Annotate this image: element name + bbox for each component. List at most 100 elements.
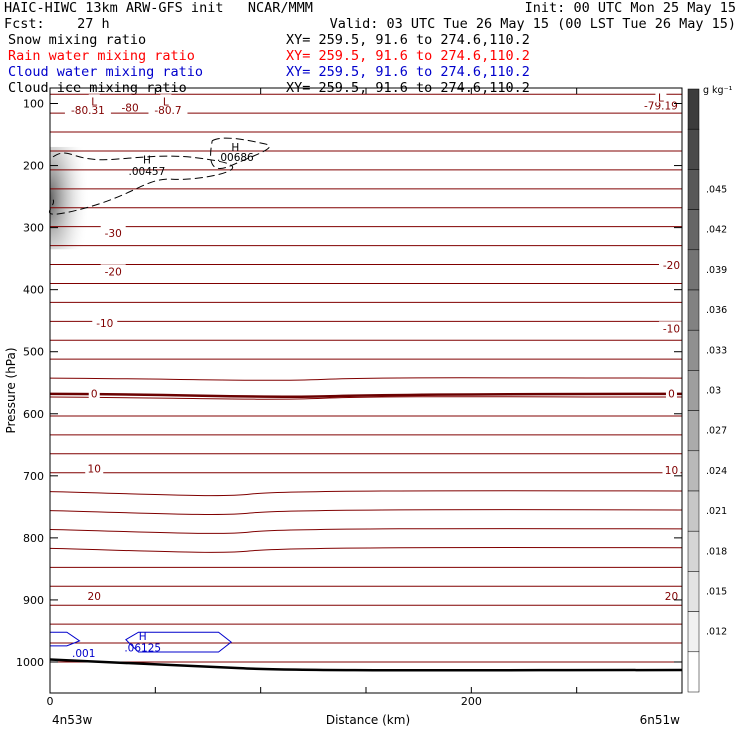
y-tick-label: 700 bbox=[23, 470, 44, 483]
y-tick-label: 1000 bbox=[16, 656, 44, 669]
field-xy-rain: XY= 259.5, 91.6 to 274.6,110.2 bbox=[286, 48, 530, 64]
colorbar-label: .03 bbox=[706, 386, 721, 397]
isotherm-label: -79.19 bbox=[644, 101, 678, 113]
snow-label: H bbox=[231, 142, 239, 154]
header-title: HAIC-HIWC 13km ARW-GFS init NCAR/MMM bbox=[4, 0, 313, 16]
isotherm-line bbox=[49, 377, 683, 381]
isotherm-label-bg bbox=[662, 588, 681, 601]
colorbar-label: .045 bbox=[706, 185, 727, 196]
header-forecast-hour: Fcst: 27 h bbox=[4, 16, 110, 32]
isotherm-label: -80 bbox=[121, 102, 138, 114]
isotherm-label: -10 bbox=[663, 323, 680, 335]
colorbar-band bbox=[687, 530, 700, 572]
isotherm-label-bg bbox=[100, 264, 126, 277]
field-label-snow: Snow mixing ratio bbox=[8, 32, 147, 48]
isotherm-label: -80.31 bbox=[71, 105, 105, 117]
snow-label: H bbox=[143, 155, 151, 167]
colorbar-band bbox=[687, 289, 700, 331]
colorbar-label: .027 bbox=[706, 426, 727, 437]
isotherm-label-bg bbox=[637, 98, 684, 111]
colorbar-band bbox=[687, 410, 700, 452]
isotherm-line bbox=[49, 528, 683, 534]
isotherm-label-bg bbox=[85, 588, 104, 601]
plot-frame bbox=[49, 87, 683, 694]
y-tick-label: 600 bbox=[23, 408, 44, 421]
colorbar-band bbox=[687, 611, 700, 653]
colorbar-band bbox=[687, 571, 700, 612]
isotherm-label: 20 bbox=[665, 591, 678, 603]
snow-shading bbox=[50, 146, 90, 250]
header-valid-time: Valid: 03 UTC Tue 26 May 15 (00 LST Tue … bbox=[329, 16, 736, 32]
isotherm-line bbox=[49, 509, 683, 516]
x-tick-label: 200 bbox=[461, 695, 482, 708]
snow-label: .00457 bbox=[129, 166, 166, 178]
colorbar-band bbox=[687, 249, 700, 291]
x-tick-label: 0 bbox=[47, 695, 54, 708]
isotherm-label-bg bbox=[92, 315, 118, 328]
isotherm-label: L bbox=[658, 93, 664, 105]
field-xy-cloud-water: XY= 259.5, 91.6 to 274.6,110.2 bbox=[286, 64, 530, 80]
isotherm-label: 0 bbox=[91, 389, 98, 401]
colorbar-band bbox=[687, 490, 700, 532]
field-label-cloud-water: Cloud water mixing ratio bbox=[8, 64, 204, 80]
isotherm-label-bg bbox=[100, 225, 126, 238]
isotherm-label: 10 bbox=[88, 464, 101, 476]
isotherm-label-bg bbox=[160, 94, 172, 107]
y-tick-label: 400 bbox=[23, 284, 44, 297]
colorbar-band bbox=[687, 209, 700, 251]
colorbar-label: .024 bbox=[706, 466, 727, 477]
colorbar-unit: g kg⁻¹ bbox=[703, 85, 733, 96]
colorbar-label: .012 bbox=[706, 627, 727, 638]
colorbar-label: .039 bbox=[706, 265, 727, 276]
isotherm-label: 0 bbox=[668, 389, 675, 401]
cloud-water-contour bbox=[50, 631, 81, 647]
terrain-line bbox=[49, 658, 683, 672]
colorbar-band bbox=[687, 370, 700, 411]
isotherm-line bbox=[49, 396, 683, 400]
isotherm-label-bg bbox=[658, 321, 684, 334]
cloud-water-contour bbox=[125, 631, 232, 653]
isotherm-label: 20 bbox=[88, 591, 101, 603]
isotherm-line bbox=[49, 546, 683, 553]
colorbar-band bbox=[687, 329, 700, 371]
colorbar-label: .036 bbox=[706, 305, 727, 316]
y-tick-label: 500 bbox=[23, 346, 44, 359]
isotherm-label: -80.7 bbox=[154, 105, 181, 117]
colorbar-band bbox=[687, 450, 700, 492]
isotherm-label-bg bbox=[85, 461, 104, 474]
isotherm-label-bg bbox=[88, 94, 100, 107]
y-axis-title: Pressure (hPa) bbox=[4, 347, 18, 433]
isotherm-zero-line bbox=[49, 392, 683, 399]
isotherm-label-bg bbox=[88, 386, 100, 399]
isotherm-label: -10 bbox=[96, 318, 113, 330]
isotherm-label-bg bbox=[665, 386, 677, 399]
colorbar-label: .018 bbox=[706, 546, 727, 557]
snow-label: .00686 bbox=[217, 152, 254, 164]
header-init-time: Init: 00 UTC Mon 25 May 15 bbox=[524, 0, 736, 16]
cloud-water-label: H bbox=[139, 631, 147, 643]
colorbar: .045 .042 .039 .036 .033 .03 .027 .024 .021 .018.… bbox=[687, 85, 733, 693]
isotherm-label-bg bbox=[655, 90, 667, 103]
isotherm-label: -20 bbox=[663, 260, 680, 272]
isotherm-label: 10 bbox=[665, 465, 678, 477]
isotherm-label: -30 bbox=[105, 228, 122, 240]
y-tick-label: 800 bbox=[23, 532, 44, 545]
isotherm-label: L bbox=[91, 96, 97, 108]
x-endpoint-left: 4n53w bbox=[52, 713, 93, 727]
colorbar-band bbox=[687, 169, 700, 210]
cloud-water-label: .001 bbox=[72, 648, 95, 660]
field-label-rain: Rain water mixing ratio bbox=[8, 48, 195, 64]
y-tick-label: 300 bbox=[23, 222, 44, 235]
isotherm-label-bg bbox=[662, 462, 681, 475]
isotherm-label-bg bbox=[148, 102, 188, 115]
x-axis-title: Distance (km) bbox=[326, 713, 410, 727]
colorbar-band bbox=[687, 651, 700, 693]
isotherm-label-bg bbox=[658, 258, 684, 271]
colorbar-band bbox=[687, 128, 700, 170]
isotherm-line bbox=[49, 490, 683, 497]
y-tick-label: 900 bbox=[23, 594, 44, 607]
isotherm-label: L bbox=[163, 96, 169, 108]
x-endpoint-right: 6n51w bbox=[640, 713, 681, 727]
